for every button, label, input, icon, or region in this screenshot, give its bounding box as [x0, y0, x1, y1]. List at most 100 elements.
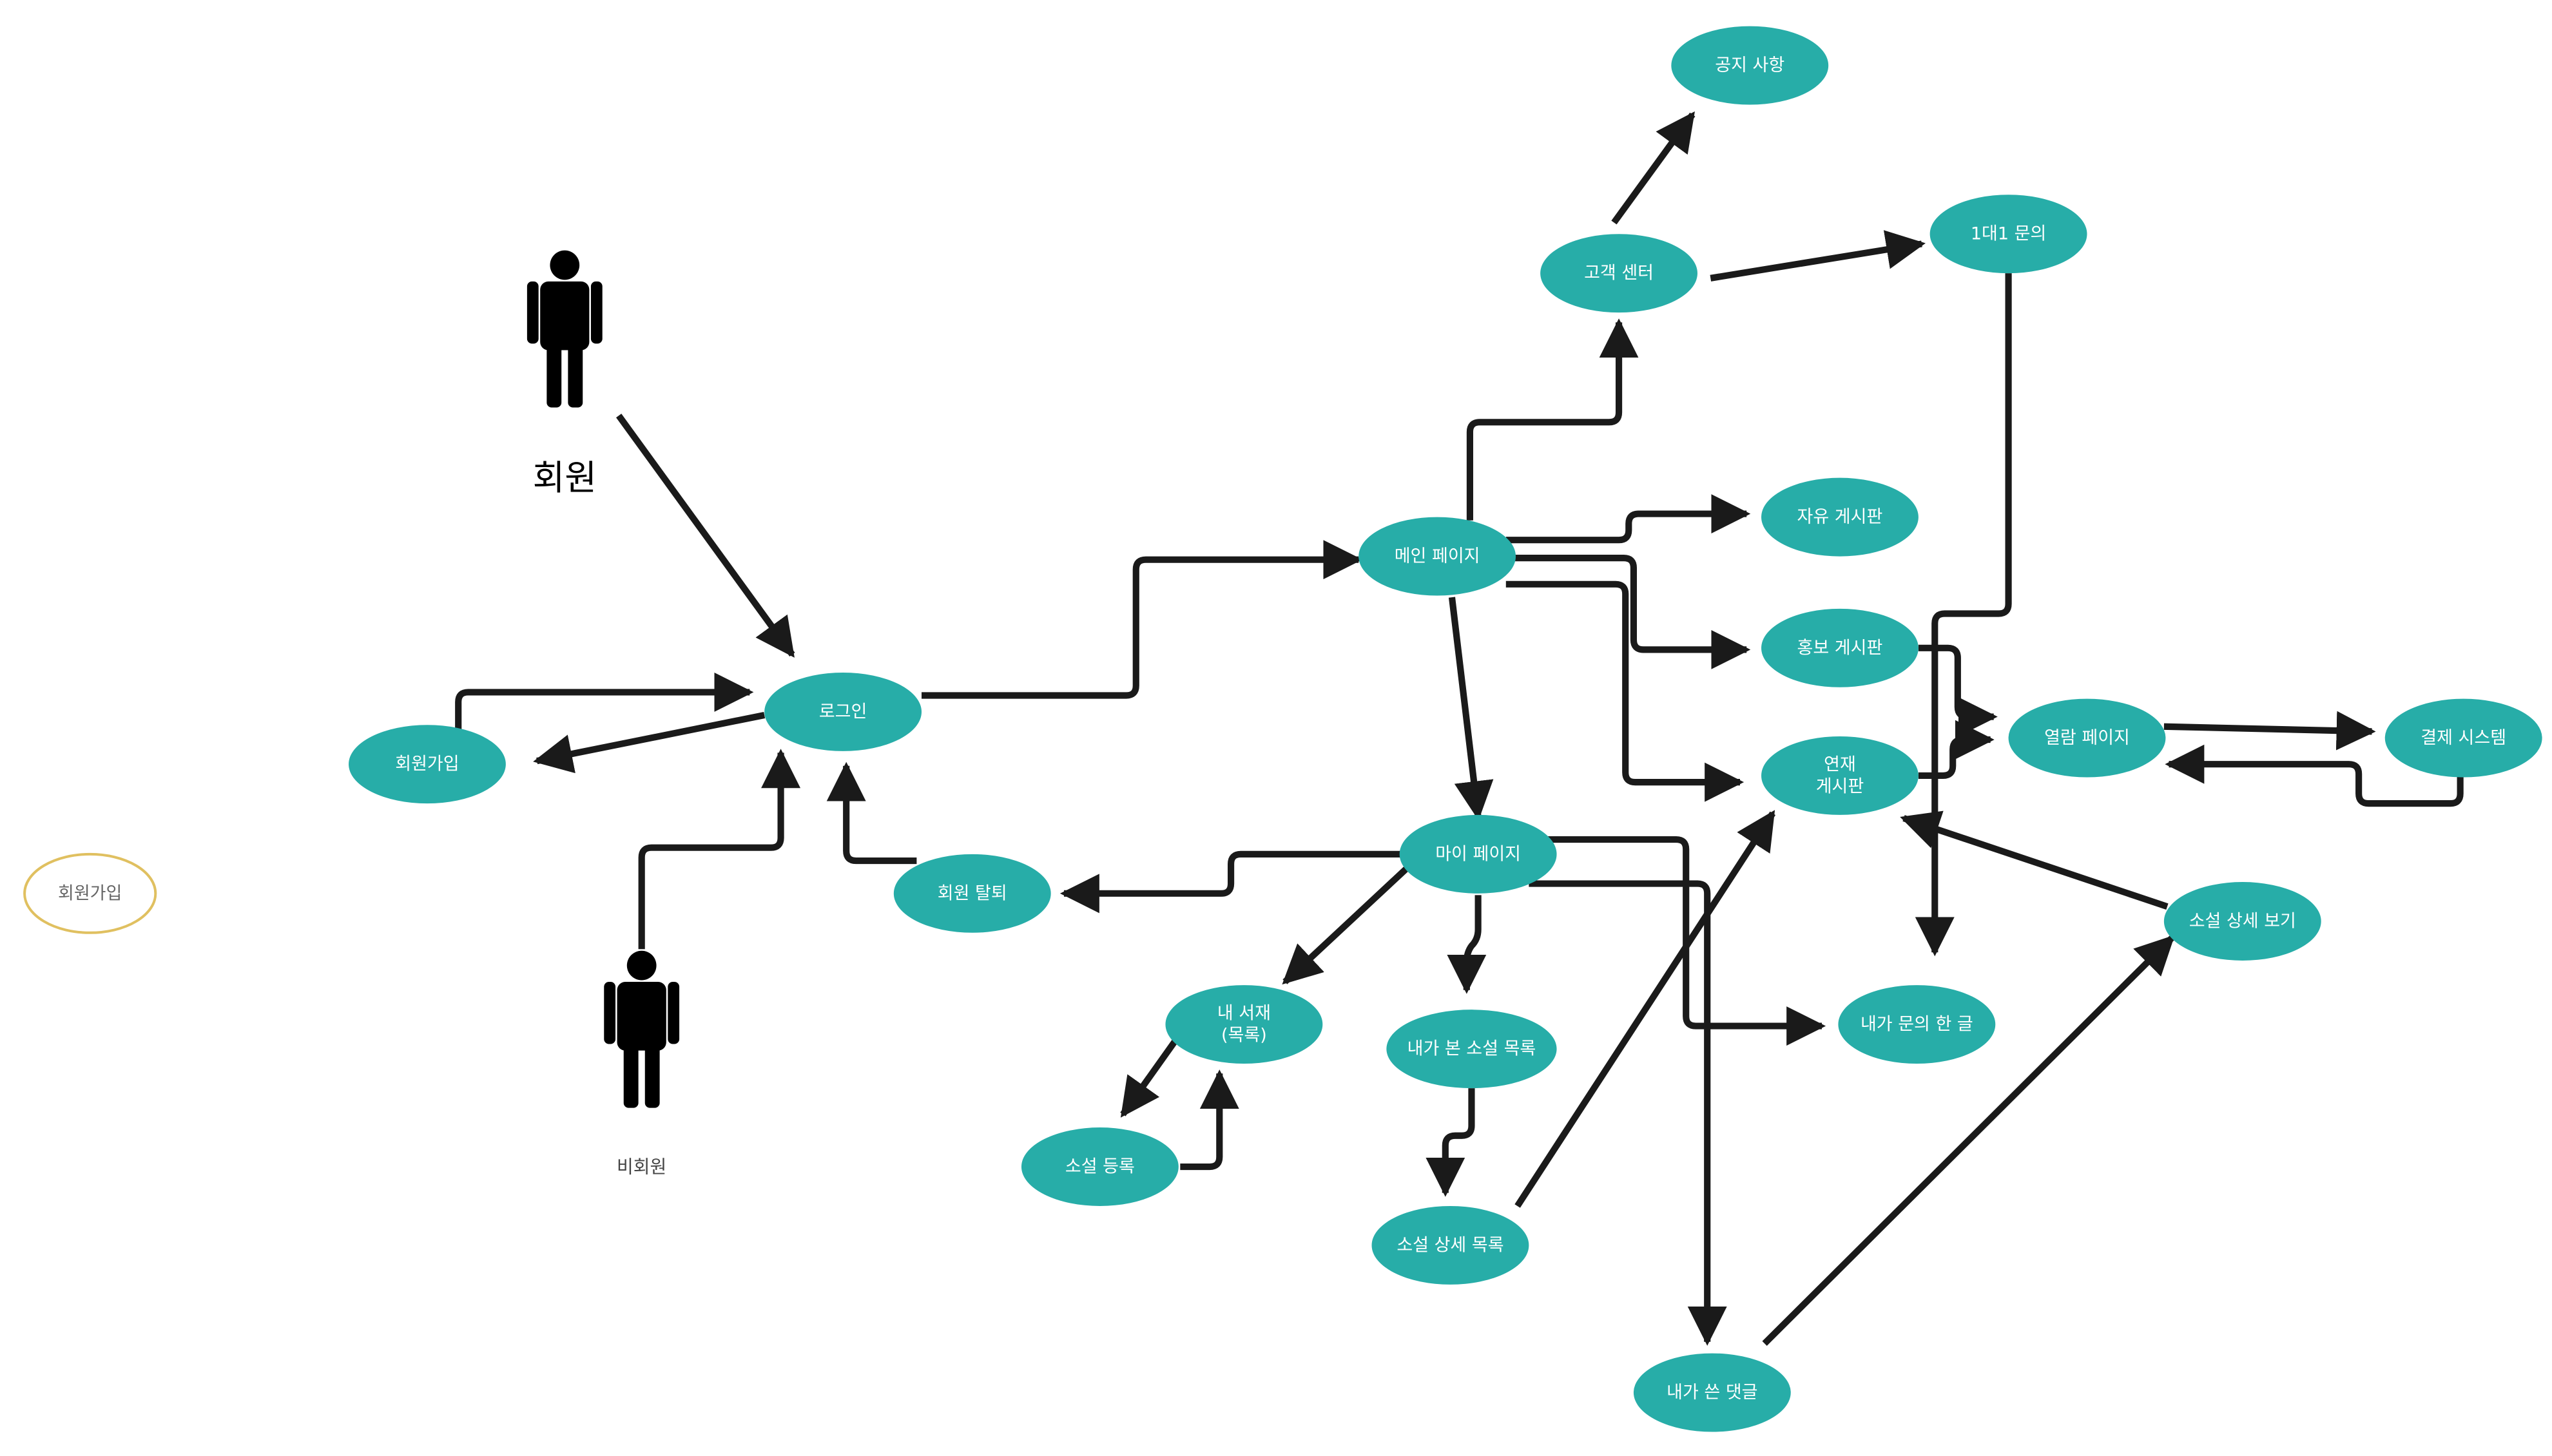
connector-arrow [1918, 720, 1995, 780]
use-case-label: 메인 페이지 [1395, 546, 1480, 566]
use-case-ellipse [764, 672, 922, 751]
node-main[interactable]: 메인 페이지 [1358, 517, 1516, 596]
connector-arrow [616, 414, 795, 658]
connector-arrow [1120, 1039, 1178, 1118]
use-case-label: 1대1 문의 [1971, 224, 2046, 244]
connector-arrow [2165, 744, 2464, 807]
connector-arrow [1180, 1069, 1239, 1171]
node-novel-register[interactable]: 소설 등록 [1021, 1127, 1179, 1206]
node-my-inquiries[interactable]: 내가 문의 한 글 [1838, 985, 1996, 1064]
person-icon-part [668, 982, 680, 1044]
connector-arrow [1611, 111, 1696, 225]
node-login[interactable]: 로그인 [764, 672, 922, 751]
node-novel-detail[interactable]: 소설 상세 보기 [2163, 882, 2321, 961]
person-icon-part [623, 1040, 639, 1108]
connector-arrow [1505, 555, 1751, 669]
connector-arrow [1426, 1088, 1475, 1197]
use-case-label: 소설 상세 보기 [2189, 912, 2296, 932]
person-icon-part [546, 340, 562, 408]
node-promo-board[interactable]: 홍보 게시판 [1761, 608, 1919, 687]
use-case-ellipse [1761, 736, 1919, 815]
use-case-label: 고객 센터 [1584, 263, 1654, 283]
legend-signup-ellipse: 회원가입 [23, 852, 157, 934]
node-withdraw[interactable]: 회원 탈퇴 [893, 854, 1051, 933]
use-case-ellipse [2163, 882, 2321, 961]
person-icon-part [626, 950, 657, 981]
use-case-label: 로그인 [819, 702, 867, 722]
use-case-ellipse [1021, 1127, 1179, 1206]
member-person-icon [527, 250, 603, 408]
guest-person-icon [604, 950, 680, 1108]
node-support[interactable]: 고객 센터 [1540, 234, 1697, 313]
node-mypage[interactable]: 마이 페이지 [1399, 814, 1557, 894]
node-inquiry[interactable]: 1대1 문의 [1929, 195, 2087, 274]
connector-arrow [2163, 711, 2376, 751]
use-case-label: 회원 탈퇴 [938, 883, 1007, 903]
node-free-board[interactable]: 자유 게시판 [1761, 477, 1919, 557]
node-my-comments[interactable]: 내가 쓴 댓글 [1633, 1353, 1791, 1432]
node-viewed-list[interactable]: 내가 본 소설 목록 [1386, 1010, 1557, 1089]
legend-label: 회원가입 [58, 883, 122, 903]
use-case-ellipse [1761, 477, 1919, 557]
use-case-ellipse [1761, 608, 1919, 687]
connector-arrow [533, 712, 766, 774]
connector-arrow [826, 762, 917, 865]
use-case-label: 마이 페이지 [1435, 844, 1521, 864]
connector-arrow [1447, 895, 1487, 994]
use-case-ellipse [1386, 1010, 1557, 1089]
connector-arrow [1505, 494, 1751, 544]
connector-arrow [638, 749, 801, 950]
connector-arrow [1514, 810, 1776, 1208]
node-payment[interactable]: 결제 시스템 [2384, 698, 2542, 778]
node-novel-detail-list[interactable]: 소설 상세 목록 [1371, 1205, 1529, 1285]
person-icon-part [590, 281, 603, 344]
use-case-label: (목록) [1221, 1026, 1267, 1046]
connector-arrow [922, 540, 1363, 699]
use-case-ellipse [1399, 814, 1557, 894]
person-icon-part [617, 982, 666, 1051]
use-case-label: 회원가입 [395, 754, 459, 774]
use-case-ellipse [1165, 985, 1323, 1064]
connector-arrow [1448, 597, 1494, 821]
connector-arrow [1059, 850, 1405, 914]
person-icon-part [540, 281, 590, 350]
connector-arrow [1915, 273, 2012, 957]
use-case-label: 소설 등록 [1065, 1157, 1135, 1177]
connector-arrow [1529, 880, 1727, 1346]
use-case-ellipse [1540, 234, 1697, 313]
use-case-label: 게시판 [1816, 776, 1864, 796]
node-signup[interactable]: 회원가입 [349, 725, 506, 804]
connector-arrow [1282, 867, 1409, 985]
person-icon-part [644, 1040, 660, 1108]
legend-outline [23, 852, 157, 934]
person-icon-part [604, 982, 616, 1044]
use-case-ellipse [893, 854, 1051, 933]
use-case-label: 홍보 게시판 [1797, 638, 1883, 658]
person-icon-part [550, 250, 580, 280]
use-case-label: 내 서재 [1217, 1004, 1271, 1024]
use-case-ellipse [1358, 517, 1516, 596]
connector-arrow [1710, 230, 1926, 282]
use-case-label: 내가 본 소설 목록 [1407, 1039, 1536, 1059]
use-case-label: 공지 사항 [1715, 55, 1784, 75]
use-case-ellipse [2384, 698, 2542, 778]
connector-arrow [1900, 810, 2169, 910]
use-case-ellipse [1929, 195, 2087, 274]
node-notice[interactable]: 공지 사항 [1671, 26, 1829, 105]
node-my-library[interactable]: 내 서재(목록) [1165, 985, 1323, 1064]
connector-arrow [1505, 580, 1745, 802]
person-icon-part [568, 340, 583, 408]
actor-label-guest: 비회원 [617, 1156, 666, 1178]
connector-arrow [1762, 935, 2175, 1346]
use-case-ellipse [1371, 1205, 1529, 1285]
use-case-ellipse [1671, 26, 1829, 105]
use-case-ellipse [1838, 985, 1996, 1064]
connector-arrow [1918, 644, 1998, 736]
node-reading[interactable]: 열람 페이지 [2008, 698, 2166, 778]
person-icon-part [527, 281, 539, 344]
use-case-label: 결제 시스템 [2421, 728, 2506, 748]
